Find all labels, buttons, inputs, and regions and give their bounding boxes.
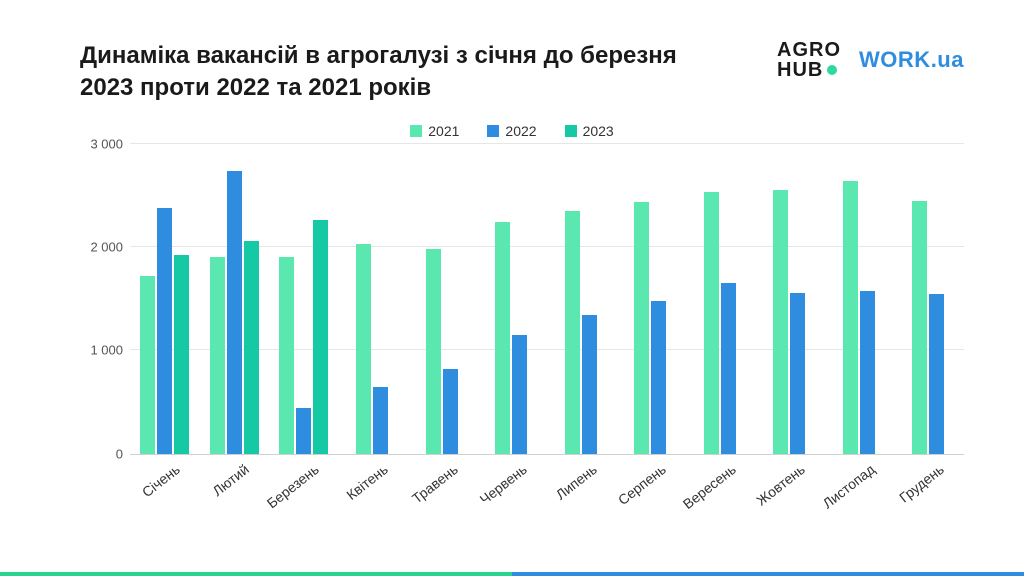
bar	[296, 408, 311, 453]
header: Динаміка вакансій в агрогалузі з січня д…	[0, 0, 1024, 115]
legend-item-2022: 2022	[487, 123, 536, 139]
bar	[356, 244, 371, 454]
bar	[704, 192, 719, 453]
bar-group	[130, 145, 200, 454]
legend-label: 2023	[583, 123, 614, 139]
bar-group	[478, 145, 548, 454]
bar-group	[547, 145, 617, 454]
legend-swatch	[410, 125, 422, 137]
chart-title: Динаміка вакансій в агрогалузі з січня д…	[80, 40, 700, 105]
legend-swatch	[487, 125, 499, 137]
x-axis: СіченьЛютийБерезеньКвітеньТравеньЧервень…	[130, 455, 964, 525]
footer-accent	[0, 572, 1024, 576]
legend-swatch	[565, 125, 577, 137]
bar-group	[339, 145, 409, 454]
x-tick: Грудень	[895, 455, 965, 525]
bar	[860, 291, 875, 454]
bar	[373, 387, 388, 454]
y-tick-label: 3 000	[75, 136, 123, 151]
agrohub-logo-line1: AGRO	[777, 40, 841, 60]
bar-group	[408, 145, 478, 454]
chart: 01 0002 0003 000 СіченьЛютийБерезеньКвіт…	[80, 145, 964, 525]
agrohub-dot-icon	[827, 65, 837, 75]
agrohub-logo-line2: HUB	[777, 60, 823, 80]
bar-group	[269, 145, 339, 454]
bar	[495, 222, 510, 453]
bar	[721, 283, 736, 454]
bar	[565, 211, 580, 454]
bar	[157, 208, 172, 454]
bar	[929, 294, 944, 454]
bar	[634, 202, 649, 454]
bar	[279, 257, 294, 453]
y-tick-label: 1 000	[75, 343, 123, 358]
y-tick-label: 2 000	[75, 240, 123, 255]
bar-group	[895, 145, 965, 454]
bar-group	[825, 145, 895, 454]
legend-label: 2022	[505, 123, 536, 139]
workua-logo: WORK.ua	[859, 47, 964, 73]
bar	[512, 335, 527, 454]
footer-seg-green	[0, 572, 512, 576]
gridline	[130, 143, 964, 144]
bar	[174, 255, 189, 453]
bar	[773, 190, 788, 454]
bar-group	[756, 145, 826, 454]
legend-item-2023: 2023	[565, 123, 614, 139]
bar-group	[200, 145, 270, 454]
agrohub-logo: AGRO HUB	[777, 40, 841, 80]
bar	[140, 276, 155, 454]
bar	[651, 301, 666, 454]
bar-groups	[130, 145, 964, 454]
bar	[443, 369, 458, 454]
bar	[244, 241, 259, 454]
y-tick-label: 0	[75, 446, 123, 461]
bar	[843, 181, 858, 454]
bar-group	[617, 145, 687, 454]
legend-item-2021: 2021	[410, 123, 459, 139]
bar	[313, 220, 328, 454]
bar	[426, 249, 441, 454]
plot-area: 01 0002 0003 000	[130, 145, 964, 455]
footer-seg-blue	[512, 572, 1024, 576]
bar	[582, 315, 597, 453]
bar	[912, 201, 927, 454]
bar	[210, 257, 225, 453]
legend: 2021 2022 2023	[0, 115, 1024, 145]
legend-label: 2021	[428, 123, 459, 139]
logo-group: AGRO HUB WORK.ua	[777, 40, 964, 80]
bar	[790, 293, 805, 454]
bar	[227, 171, 242, 454]
bar-group	[686, 145, 756, 454]
